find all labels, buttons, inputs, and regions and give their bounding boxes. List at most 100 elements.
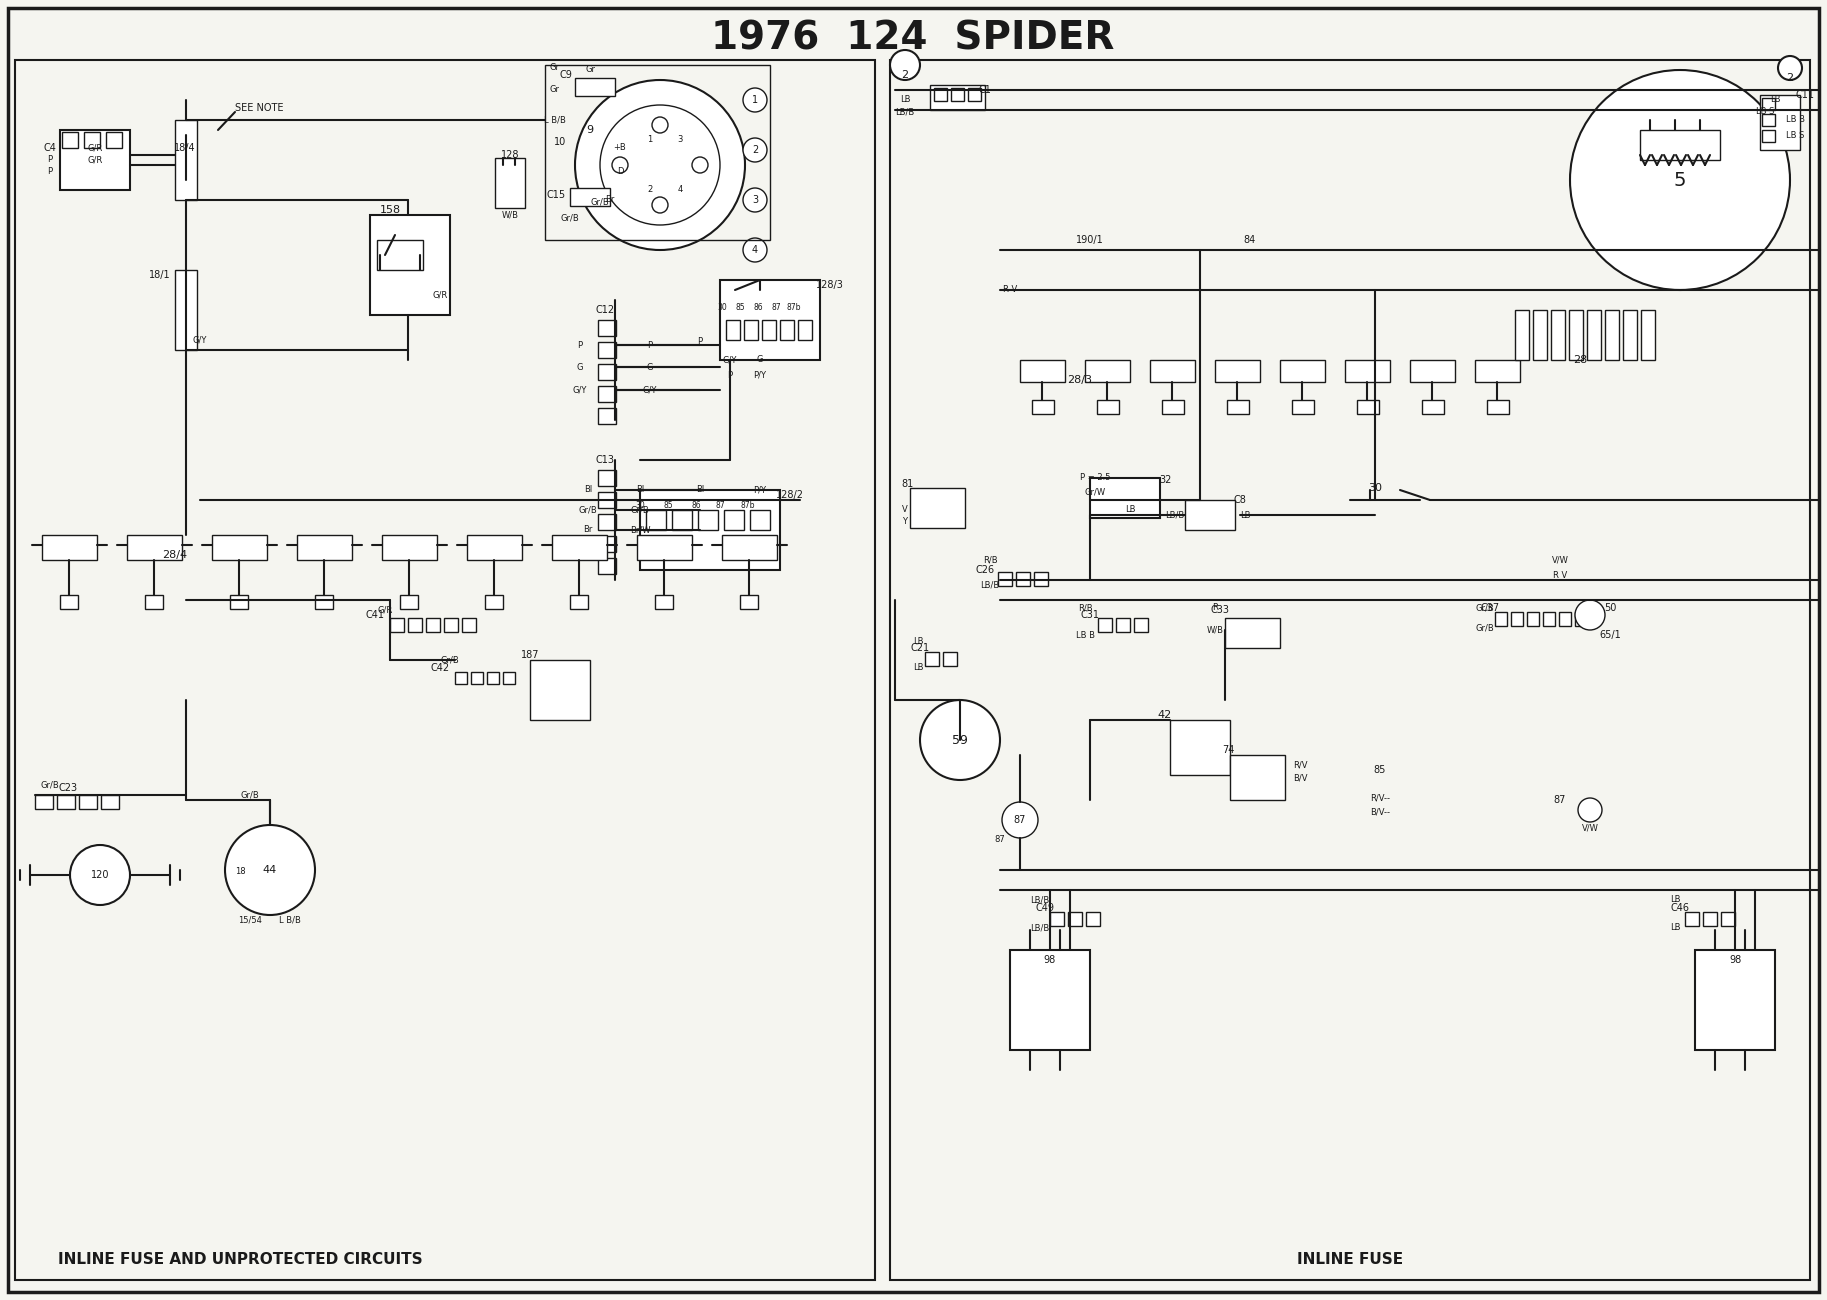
Bar [639, 490, 780, 569]
Bar [1292, 400, 1314, 413]
Bar [597, 364, 616, 380]
Text: 59: 59 [952, 733, 968, 746]
Text: 98: 98 [1043, 956, 1056, 965]
Bar [1224, 618, 1281, 647]
Bar [1703, 913, 1717, 926]
Text: P: P [48, 156, 53, 165]
Bar [100, 796, 119, 809]
Text: G/R: G/R [433, 290, 448, 299]
Circle shape [921, 699, 999, 780]
Bar [930, 84, 985, 110]
Text: P: P [577, 341, 583, 350]
Bar [484, 595, 502, 608]
Text: 81: 81 [903, 478, 914, 489]
Bar [84, 133, 100, 148]
Bar [544, 65, 769, 240]
Bar [1016, 572, 1030, 586]
Text: 87b: 87b [787, 303, 802, 312]
Text: 190/1: 190/1 [1076, 235, 1104, 244]
Bar [62, 133, 79, 148]
Text: LB: LB [914, 637, 923, 646]
Text: V/W: V/W [1551, 555, 1568, 564]
Bar [455, 672, 468, 684]
Bar [1695, 950, 1776, 1050]
Text: V/W: V/W [1582, 823, 1599, 832]
Text: 128: 128 [501, 150, 519, 160]
Bar [1474, 360, 1520, 382]
Bar [798, 320, 811, 341]
Circle shape [225, 826, 314, 915]
Bar [1761, 130, 1776, 142]
Text: 9: 9 [586, 125, 594, 135]
Text: R V: R V [1003, 286, 1018, 295]
Bar [1487, 400, 1509, 413]
Text: B/V--: B/V-- [1370, 807, 1390, 816]
Circle shape [1579, 798, 1602, 822]
Bar [1345, 360, 1390, 382]
Text: C12: C12 [596, 306, 614, 315]
Text: 28/4: 28/4 [163, 550, 188, 560]
Text: 187: 187 [521, 650, 539, 660]
Text: 87: 87 [771, 303, 780, 312]
Text: 2: 2 [647, 186, 652, 195]
Bar [502, 672, 515, 684]
Text: C49: C49 [1036, 903, 1054, 913]
Text: C13: C13 [596, 455, 614, 465]
Bar [597, 514, 616, 530]
Bar [552, 536, 607, 560]
Text: INLINE FUSE: INLINE FUSE [1297, 1252, 1403, 1267]
Text: Bl: Bl [696, 485, 703, 494]
Text: LB/B: LB/B [1030, 923, 1051, 932]
Bar [1569, 309, 1582, 360]
Text: Gr/B: Gr/B [590, 198, 610, 207]
Bar [426, 618, 440, 632]
Text: G: G [756, 355, 764, 364]
Text: P: P [647, 341, 652, 350]
Text: G/Y: G/Y [574, 386, 586, 394]
Text: 98: 98 [1728, 956, 1741, 965]
Text: LB B: LB B [1076, 630, 1094, 640]
Text: LB: LB [914, 663, 923, 672]
Bar [60, 130, 130, 190]
Text: +B: +B [614, 143, 627, 152]
Text: 42: 42 [1158, 710, 1173, 720]
Bar [1641, 130, 1719, 160]
Text: LB S: LB S [1785, 130, 1805, 139]
Bar [934, 88, 946, 101]
Bar [1641, 309, 1655, 360]
Bar [1588, 309, 1600, 360]
Text: 86: 86 [753, 303, 764, 312]
Bar [1085, 913, 1100, 926]
Text: G/R: G/R [88, 156, 102, 165]
Bar [968, 88, 981, 101]
Bar [1116, 618, 1131, 632]
Text: G: G [577, 363, 583, 372]
Text: 2: 2 [1787, 73, 1794, 83]
Text: 87: 87 [1014, 815, 1027, 826]
Bar [1069, 913, 1082, 926]
Bar [1511, 612, 1524, 627]
Text: 32: 32 [1158, 474, 1171, 485]
Text: 86: 86 [691, 500, 702, 510]
Text: P/Y: P/Y [753, 370, 767, 380]
Text: R/V: R/V [1294, 760, 1308, 770]
Bar [1091, 478, 1160, 517]
Text: 87b: 87b [740, 500, 755, 510]
Bar [720, 280, 820, 360]
Bar [1622, 309, 1637, 360]
Text: 120: 120 [91, 870, 110, 880]
Text: P: P [48, 168, 53, 177]
Text: 10: 10 [554, 136, 566, 147]
Bar [1228, 400, 1250, 413]
Bar [1169, 720, 1230, 775]
Text: C15: C15 [546, 190, 566, 200]
Text: R/V--: R/V-- [1370, 793, 1390, 802]
Text: 18: 18 [234, 867, 245, 876]
Circle shape [1569, 70, 1790, 290]
Text: Gr: Gr [585, 65, 596, 74]
Circle shape [744, 188, 767, 212]
Bar [230, 595, 248, 608]
Text: R V: R V [1553, 571, 1568, 580]
Text: 84: 84 [1244, 235, 1257, 244]
Text: C11: C11 [1796, 90, 1814, 100]
